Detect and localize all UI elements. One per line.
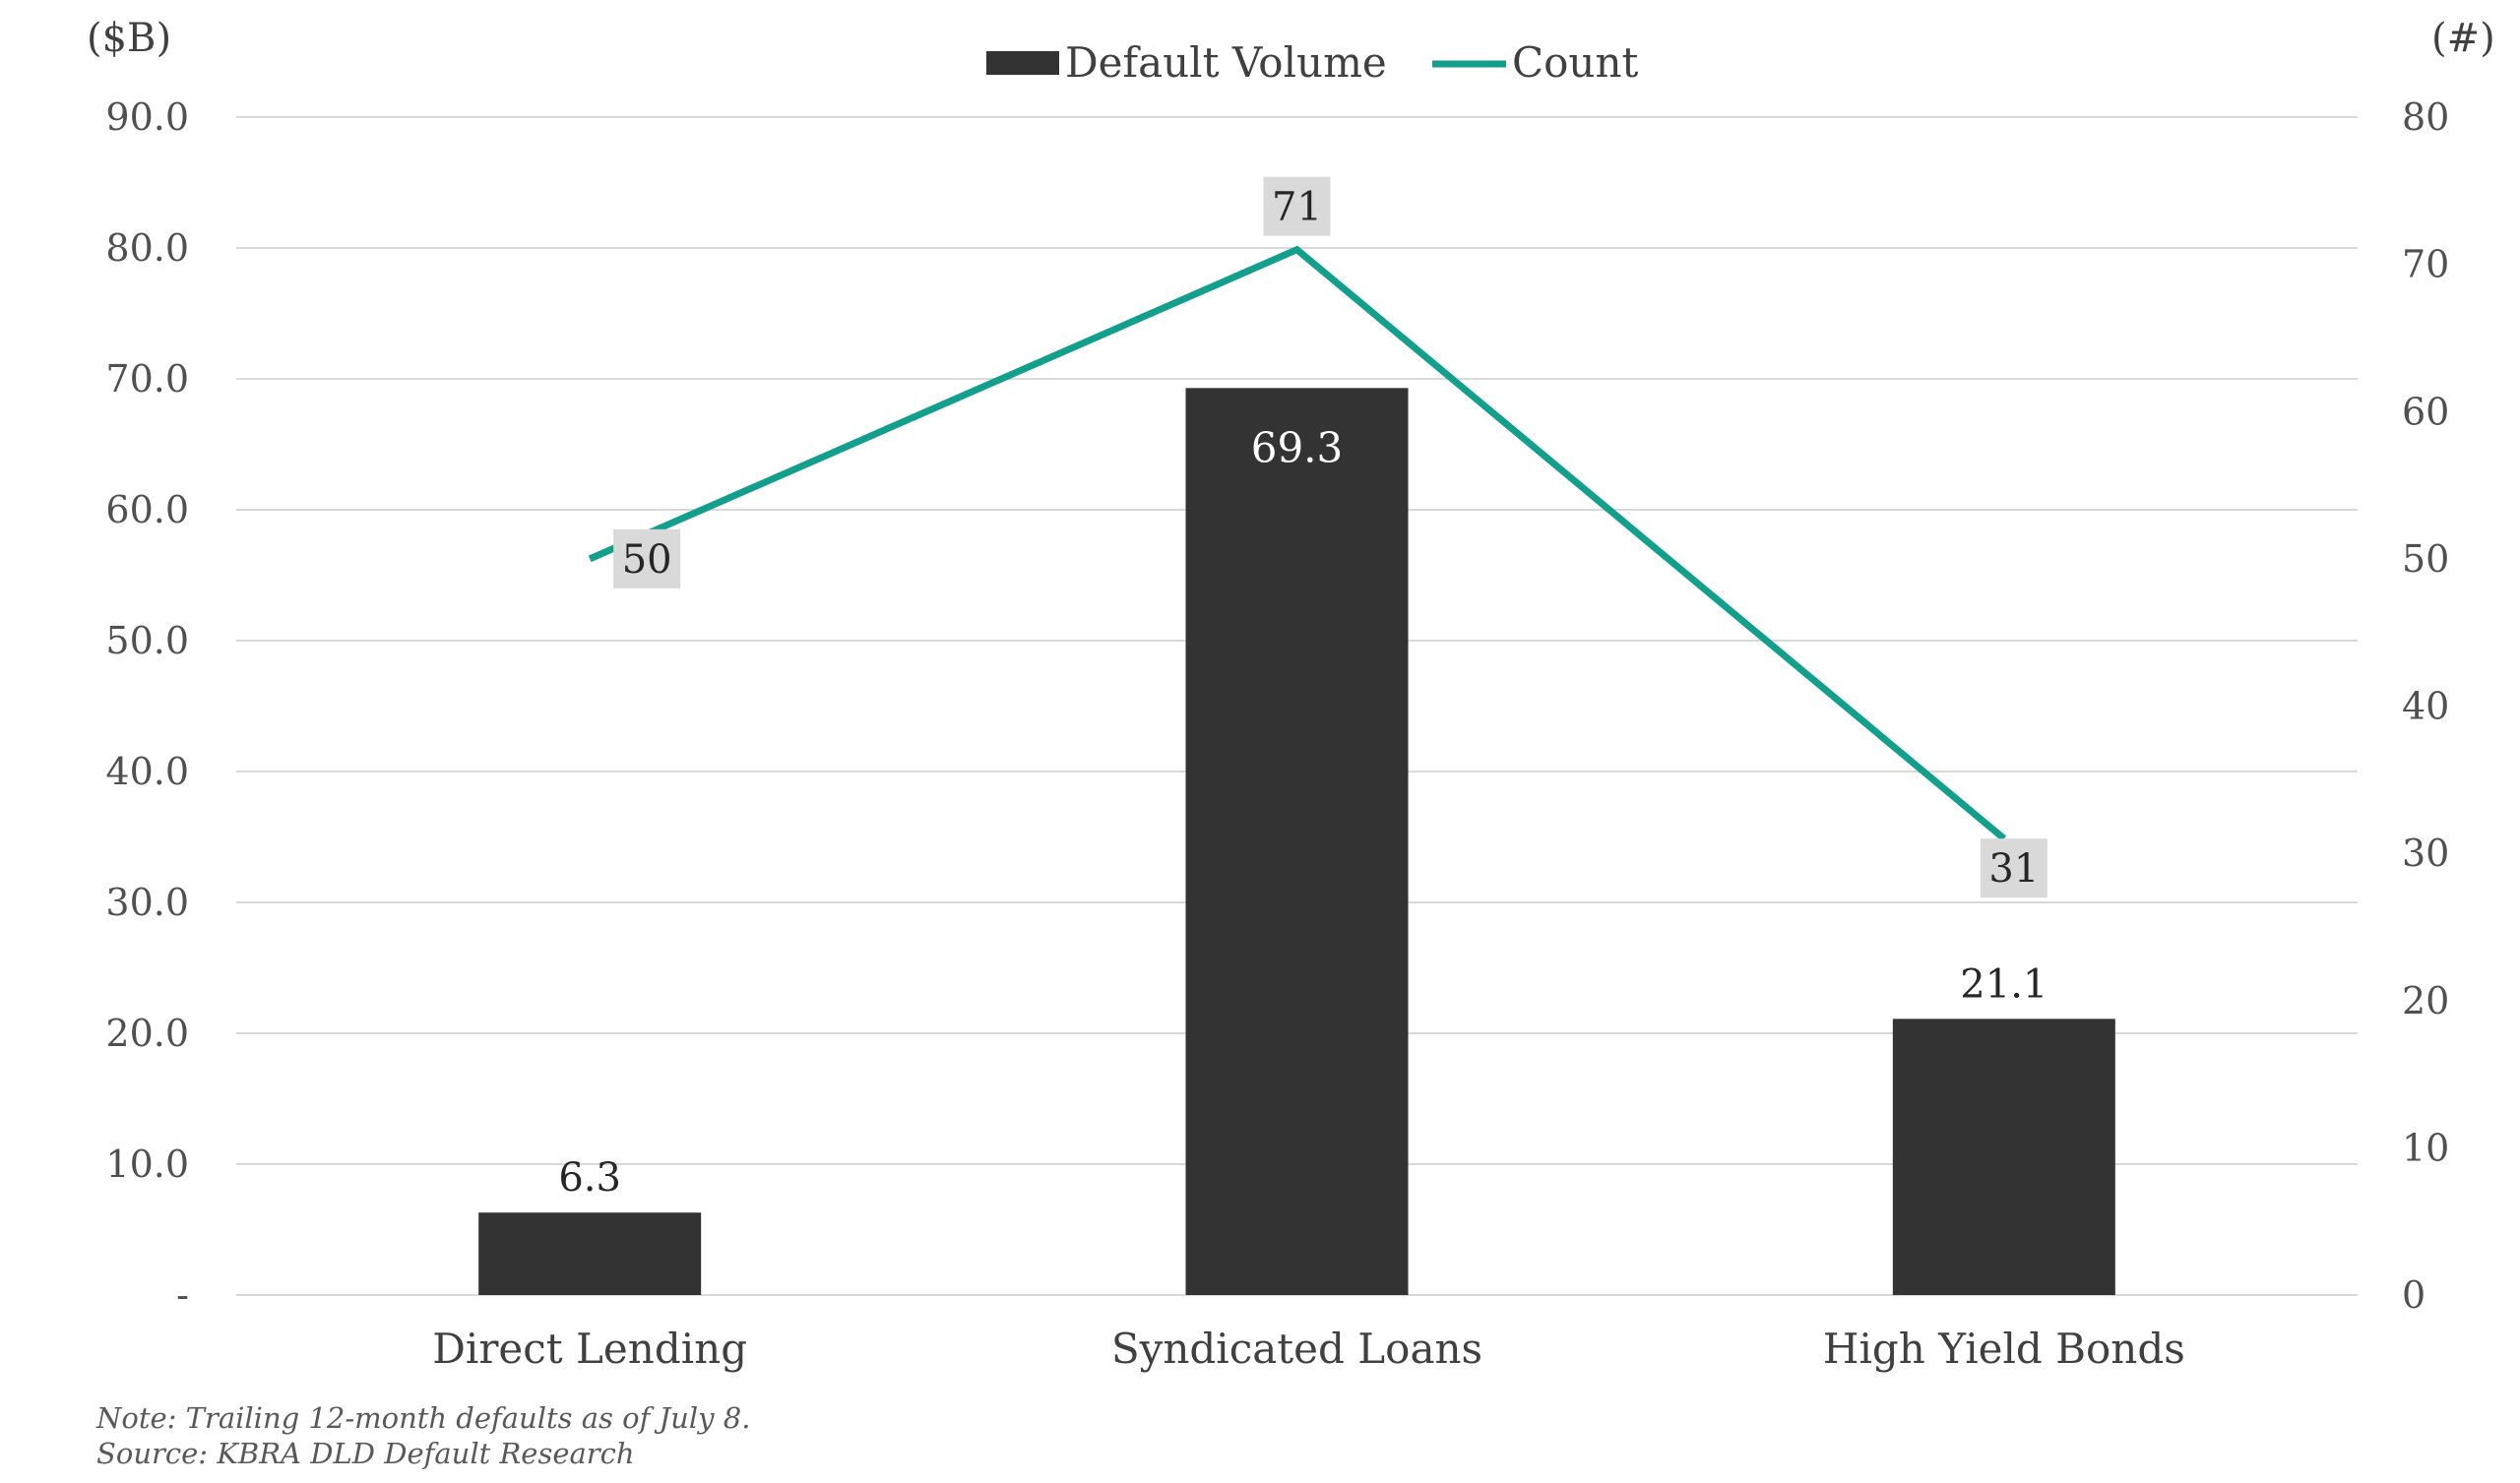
- bar-high-yield-bonds: [1892, 1019, 2115, 1295]
- count-value-label: 31: [1988, 846, 2039, 892]
- category-label: Syndicated Loans: [1111, 1325, 1482, 1373]
- left-tick-label: 90.0: [105, 95, 189, 139]
- bar-value-label: 69.3: [1251, 423, 1344, 471]
- left-tick-label: 30.0: [105, 881, 189, 924]
- right-tick-label: 40: [2402, 685, 2449, 728]
- count-label-box: [613, 528, 681, 588]
- right-tick-label: 70: [2402, 243, 2449, 286]
- count-value-label: 71: [1272, 185, 1322, 230]
- category-label: High Yield Bonds: [1823, 1325, 2185, 1373]
- count-label-box: [1263, 176, 1331, 236]
- right-axis-ticks: 0 10 20 30 40 50 60 70 80: [2402, 95, 2449, 1317]
- category-label: Direct Lending: [432, 1325, 747, 1373]
- left-axis-ticks: - 10.0 20.0 30.0 40.0 50.0 60.0 70.0 80.0 90.0: [105, 95, 189, 1317]
- chart-note: Note: Trailing 12-month defaults as of J…: [95, 1401, 750, 1435]
- right-tick-label: 0: [2402, 1273, 2426, 1317]
- bar-direct-lending: [478, 1212, 702, 1295]
- count-value-label: 50: [622, 537, 672, 583]
- count-line: [588, 245, 2007, 841]
- left-tick-label: 70.0: [105, 357, 189, 401]
- left-tick-label: 10.0: [105, 1143, 189, 1186]
- right-tick-label: 60: [2402, 390, 2449, 433]
- bar-value-label: 6.3: [558, 1155, 621, 1201]
- left-tick-label: 60.0: [105, 488, 189, 531]
- data-labels: 6.3 69.3 21.1 50 71 31: [558, 176, 2048, 1201]
- left-tick-label: -: [176, 1273, 189, 1317]
- right-tick-label: 10: [2402, 1126, 2449, 1169]
- right-tick-label: 50: [2402, 537, 2449, 581]
- legend-swatch-default-volume: [986, 51, 1059, 75]
- count-label-box: [1980, 838, 2048, 898]
- left-tick-label: 40.0: [105, 750, 189, 793]
- legend: Default Volume Count: [986, 38, 1639, 87]
- legend-label-count: Count: [1512, 38, 1639, 87]
- bar-series: [478, 388, 2115, 1295]
- right-tick-label: 80: [2402, 95, 2449, 139]
- category-axis: Direct Lending Syndicated Loans High Yield…: [432, 1325, 2185, 1373]
- bar-value-label: 21.1: [1960, 961, 2048, 1007]
- left-tick-label: 20.0: [105, 1012, 189, 1055]
- right-tick-label: 30: [2402, 832, 2449, 875]
- left-axis-unit-label: ($B): [87, 16, 171, 61]
- line-series: [588, 245, 2007, 841]
- chart-source: Source: KBRA DLD Default Research: [96, 1437, 635, 1470]
- bar-syndicated-loans: [1185, 388, 1409, 1295]
- right-axis-unit-label: (#): [2431, 16, 2495, 61]
- left-tick-label: 50.0: [105, 619, 189, 662]
- legend-label-default-volume: Default Volume: [1065, 38, 1387, 87]
- right-tick-label: 20: [2402, 979, 2449, 1022]
- left-tick-label: 80.0: [105, 226, 189, 270]
